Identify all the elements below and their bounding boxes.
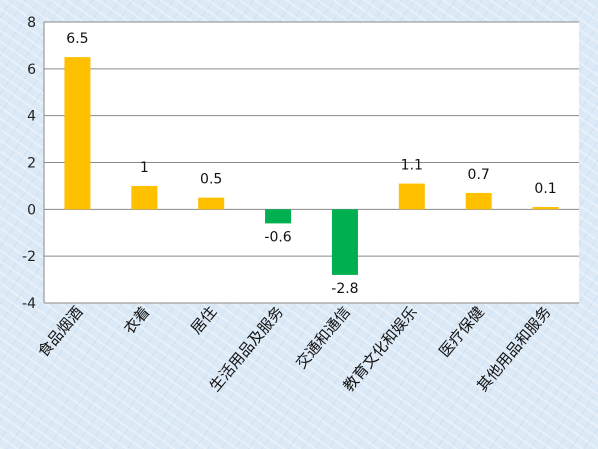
bar — [64, 57, 91, 210]
y-tick-label: 6 — [27, 62, 36, 78]
category-label: 食品烟酒 — [34, 303, 86, 361]
y-tick-label: 0 — [27, 202, 36, 218]
data-label: -0.6 — [264, 229, 291, 245]
category-label: 居住 — [187, 303, 220, 338]
bar — [398, 183, 425, 210]
y-tick-label: -2 — [22, 249, 36, 265]
bar — [331, 209, 358, 275]
bar — [265, 209, 292, 224]
bars — [64, 57, 559, 275]
bar — [198, 197, 225, 210]
category-label: 衣着 — [120, 303, 153, 338]
data-label: 0.1 — [534, 181, 556, 197]
data-label: -2.8 — [331, 281, 358, 297]
category-label: 交通和通信 — [292, 303, 354, 372]
data-label: 0.5 — [200, 172, 222, 188]
y-axis-tick-labels: -4 -2 0 2 4 6 8 — [22, 15, 36, 312]
data-label: 1 — [140, 160, 149, 176]
y-tick-label: 8 — [27, 15, 36, 31]
bar — [532, 206, 559, 210]
bar — [131, 185, 158, 210]
category-label: 医疗保健 — [435, 303, 487, 361]
y-tick-label: 4 — [27, 109, 36, 125]
y-tick-label: 2 — [27, 156, 36, 172]
data-label: 0.7 — [468, 167, 490, 183]
bar — [465, 192, 492, 210]
data-labels: 6.5 1 0.5 -0.6 -2.8 1.1 0.7 0.1 — [66, 31, 556, 297]
y-tick-label: -4 — [22, 296, 36, 312]
data-label: 1.1 — [401, 158, 423, 174]
data-label: 6.5 — [66, 31, 88, 47]
